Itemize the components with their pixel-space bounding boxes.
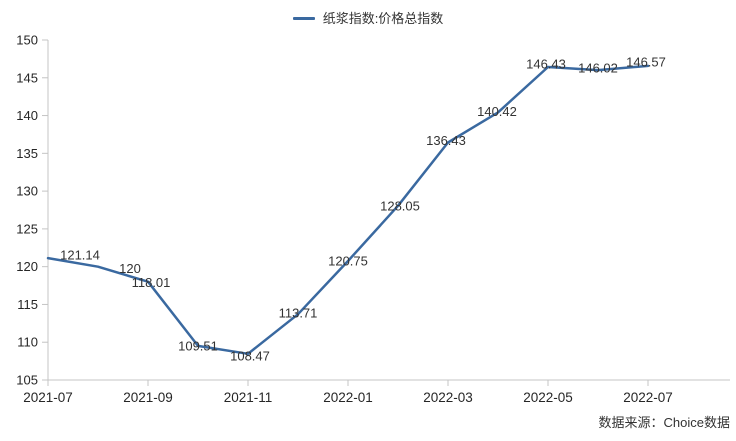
y-tick-label: 125 (16, 221, 38, 236)
point-value-label: 108.47 (230, 348, 270, 363)
point-value-label: 109.51 (178, 338, 218, 353)
x-tick-label: 2022-01 (323, 390, 373, 405)
x-tick-label: 2022-05 (523, 390, 573, 405)
y-tick-label: 145 (16, 70, 38, 85)
y-tick-label: 120 (16, 259, 38, 274)
point-value-label: 146.43 (526, 56, 566, 71)
data-source-note: 数据来源：Choice数据 (598, 415, 730, 430)
x-tick-label: 2022-07 (623, 390, 673, 405)
x-tick-label: 2021-07 (23, 390, 73, 405)
point-value-label: 146.02 (578, 61, 618, 76)
legend-series-label: 纸浆指数:价格总指数 (322, 10, 444, 26)
y-tick-label: 115 (17, 297, 38, 312)
y-tick-label: 110 (17, 335, 38, 350)
series-line[interactable] (46, 64, 650, 356)
point-value-label: 113.71 (279, 306, 318, 321)
x-tick-label: 2021-11 (224, 390, 273, 405)
y-tick-label: 105 (16, 373, 38, 388)
point-value-label: 128.05 (380, 198, 420, 213)
point-value-label: 118.01 (132, 275, 171, 290)
chart-legend[interactable]: 纸浆指数:价格总指数 (0, 8, 736, 28)
y-tick-label: 150 (16, 33, 38, 48)
y-tick-label: 135 (16, 146, 38, 161)
legend-line-icon (292, 16, 315, 20)
point-value-label: 120 (119, 261, 141, 276)
y-tick-label: 130 (16, 184, 38, 199)
point-value-label: 120.75 (328, 254, 368, 269)
point-value-label: 136.43 (426, 133, 466, 148)
x-tick-label: 2022-03 (423, 390, 473, 405)
x-tick-label: 2021-09 (123, 390, 173, 405)
point-value-label: 140.42 (477, 104, 517, 119)
y-tick-label: 140 (16, 108, 38, 123)
point-value-label: 146.57 (626, 54, 666, 69)
point-value-label: 121.14 (60, 248, 100, 263)
